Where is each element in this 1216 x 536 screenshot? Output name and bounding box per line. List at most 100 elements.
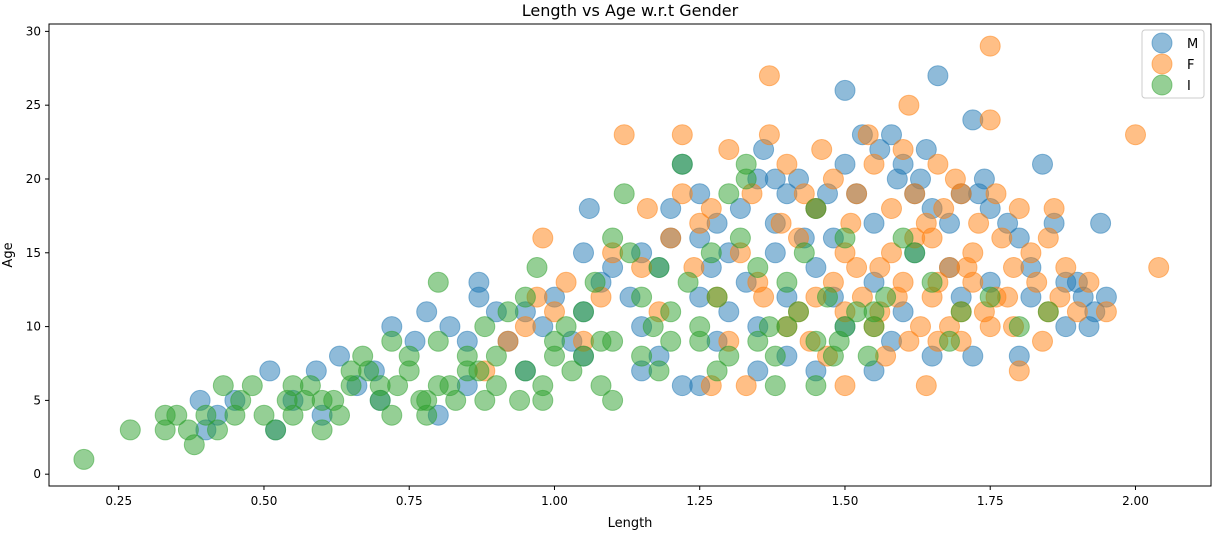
point-F-61: [1043, 198, 1065, 219]
point-I-88: [1008, 316, 1030, 338]
legend: MFI: [1141, 29, 1205, 99]
point-M-100: [718, 301, 740, 323]
point-I-53: [619, 242, 641, 264]
point-M-60: [915, 139, 937, 160]
point-F-43: [904, 183, 926, 205]
point-M-105: [805, 257, 827, 278]
point-I-107: [776, 316, 798, 338]
point-I-73: [805, 198, 827, 219]
point-I-83: [904, 242, 926, 264]
point-M-12: [439, 316, 461, 338]
point-I-94: [398, 360, 420, 382]
point-I-34: [445, 389, 467, 411]
legend-marker-F: [1151, 53, 1173, 75]
point-I-109: [834, 316, 856, 338]
point-I-45: [555, 316, 577, 338]
point-M-15: [468, 286, 490, 308]
point-M-3: [259, 360, 281, 382]
point-F-6: [555, 271, 577, 293]
point-I-13: [253, 404, 275, 426]
point-M-50: [834, 79, 856, 101]
point-F-36: [846, 183, 868, 205]
points-layer: [73, 35, 1170, 470]
point-I-101: [602, 330, 624, 352]
x-tick-label: 0.75: [396, 494, 423, 508]
point-I-85: [939, 330, 960, 352]
point-I-90: [282, 375, 304, 397]
point-F-1: [497, 330, 519, 352]
point-I-66: [735, 153, 757, 175]
point-I-70: [776, 271, 798, 293]
point-I-64: [729, 227, 751, 249]
point-I-110: [863, 301, 885, 323]
point-I-11: [230, 389, 252, 411]
point-F-56: [1003, 257, 1024, 278]
point-I-4: [166, 404, 188, 426]
point-M-88: [747, 360, 769, 382]
point-I-96: [456, 360, 478, 382]
point-M-37: [729, 198, 751, 219]
point-I-26: [381, 330, 403, 352]
point-F-49: [950, 183, 972, 205]
y-tick-label: 25: [26, 98, 41, 112]
point-F-39: [869, 257, 891, 278]
x-tick-label: 1.00: [541, 494, 568, 508]
point-M-78: [1090, 212, 1112, 234]
point-I-97: [485, 345, 507, 367]
point-I-100: [573, 345, 594, 367]
x-tick-label: 1.75: [977, 494, 1004, 508]
point-F-102: [753, 286, 775, 308]
y-tick-label: 10: [26, 320, 41, 334]
x-tick-label: 1.50: [832, 494, 859, 508]
point-I-117: [706, 360, 728, 382]
point-M-6: [329, 345, 350, 367]
point-I-77: [834, 227, 856, 249]
point-M-79: [1078, 316, 1100, 338]
point-I-67: [747, 257, 769, 278]
point-I-112: [416, 389, 438, 411]
point-F-18: [689, 212, 711, 234]
legend-marker-I: [1151, 74, 1173, 96]
point-F-71: [915, 375, 937, 397]
point-F-53: [979, 109, 1001, 131]
point-M-90: [671, 375, 693, 397]
point-I-106: [747, 330, 769, 352]
point-I-115: [590, 375, 612, 397]
point-I-93: [369, 375, 391, 397]
point-I-3: [154, 419, 176, 441]
y-tick-label: 20: [26, 172, 41, 186]
point-F-15: [671, 124, 693, 146]
point-I-39: [497, 301, 519, 323]
point-I-74: [805, 375, 827, 397]
point-M-30: [660, 198, 682, 219]
point-I-51: [602, 227, 624, 249]
point-M-55: [881, 124, 902, 146]
point-I-55: [642, 316, 664, 338]
x-axis-label: Length: [608, 516, 653, 531]
point-F-69: [1032, 330, 1053, 352]
point-I-48: [584, 271, 606, 293]
x-tick-label: 2.00: [1122, 494, 1149, 508]
legend-marker-M: [1151, 32, 1173, 54]
point-I-105: [718, 345, 740, 367]
point-F-2: [514, 316, 536, 338]
point-F-60: [1037, 227, 1059, 249]
point-F-40: [881, 198, 902, 219]
point-I-89: [1037, 301, 1059, 323]
x-tick-label: 1.25: [686, 494, 713, 508]
point-I-52: [613, 183, 635, 205]
point-F-46: [927, 153, 949, 175]
series-I: [73, 153, 1059, 470]
point-M-83: [962, 345, 984, 367]
point-I-103: [660, 330, 682, 352]
point-I-9: [212, 375, 234, 397]
point-M-11: [416, 301, 438, 323]
point-I-7: [195, 404, 217, 426]
plot-frame: [48, 23, 1212, 487]
x-tick-label: 0.25: [105, 494, 132, 508]
point-I-8: [207, 419, 228, 441]
point-F-67: [1125, 124, 1146, 146]
point-I-14: [265, 419, 287, 441]
point-I-81: [875, 286, 897, 308]
point-F-25: [758, 65, 780, 87]
